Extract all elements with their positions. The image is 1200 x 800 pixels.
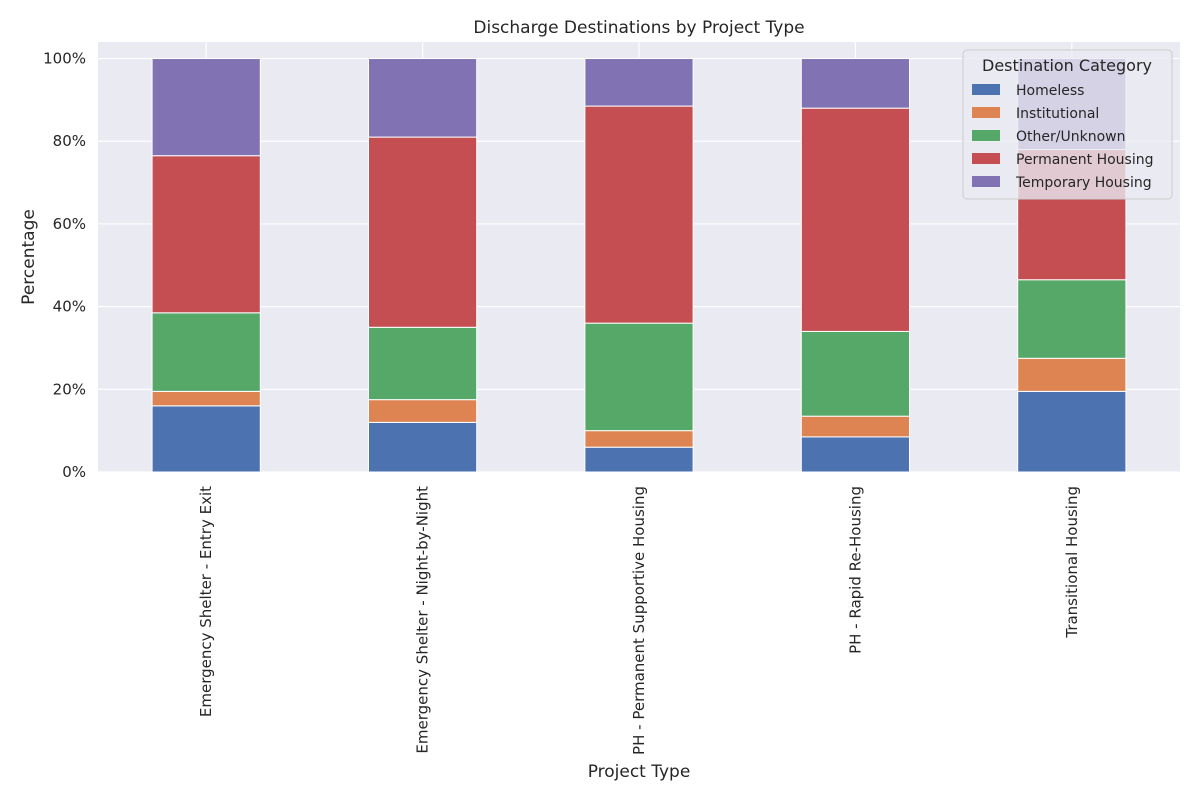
bar-segment <box>1017 357 1127 392</box>
bar-segment <box>800 58 910 109</box>
bar-segment <box>368 421 478 473</box>
y-tick-label: 20% <box>53 380 86 398</box>
x-tick-label: Emergency Shelter - Entry Exit <box>197 486 215 717</box>
y-tick-label: 80% <box>53 132 86 150</box>
bar-segment <box>368 136 478 328</box>
bar-segment <box>151 312 261 392</box>
legend-label: Homeless <box>1016 83 1084 99</box>
bar-segment <box>584 446 694 473</box>
legend-label: Permanent Housing <box>1016 152 1154 168</box>
bar-segment <box>151 405 261 473</box>
legend-swatch <box>972 153 1000 164</box>
legend-label: Temporary Housing <box>1015 175 1152 191</box>
y-axis-title: Percentage <box>19 209 39 305</box>
legend-label: Institutional <box>1016 106 1099 122</box>
bar-segment <box>584 322 694 432</box>
bar-segment <box>1017 390 1127 473</box>
bar-segment <box>151 155 261 314</box>
bar-segment <box>584 105 694 324</box>
x-tick-label: PH - Permanent Supportive Housing <box>630 486 648 755</box>
bar-segment <box>151 58 261 157</box>
legend-swatch <box>972 130 1000 141</box>
bar-segment <box>368 58 478 138</box>
legend-swatch <box>972 84 1000 95</box>
y-tick-label: 100% <box>43 50 86 68</box>
bar-segment <box>800 415 910 438</box>
legend-title: Destination Category <box>982 56 1152 75</box>
x-tick-label: Transitional Housing <box>1063 486 1081 639</box>
legend-items: Homeless Institutional Other/Unknown Perman… <box>972 83 1154 191</box>
bar-segment <box>151 390 261 407</box>
y-tick-label: 40% <box>53 298 86 316</box>
legend-swatch <box>972 176 1000 187</box>
x-axis-ticks: Emergency Shelter - Entry Exit Emergency … <box>197 486 1081 755</box>
legend-label: Other/Unknown <box>1016 129 1125 145</box>
bar-segment <box>800 330 910 417</box>
bar-segment <box>368 326 478 401</box>
bar-segment <box>1017 279 1127 359</box>
bar-segment <box>800 436 910 473</box>
bar-segment <box>368 399 478 423</box>
y-axis-ticks: 0% 20% 40% 60% 80% 100% <box>43 50 86 481</box>
legend: Destination Category Homeless Institution… <box>962 49 1173 200</box>
y-tick-label: 0% <box>62 463 86 481</box>
bar-segment <box>800 107 910 332</box>
x-tick-label: PH - Rapid Re-Housing <box>846 486 864 654</box>
x-tick-label: Emergency Shelter - Night-by-Night <box>414 486 432 754</box>
chart-title: Discharge Destinations by Project Type <box>473 18 804 38</box>
bar-segment <box>584 430 694 448</box>
legend-swatch <box>972 107 1000 118</box>
x-axis-title: Project Type <box>588 762 691 782</box>
y-tick-label: 60% <box>53 215 86 233</box>
bar-segment <box>584 58 694 107</box>
legend-frame <box>962 49 1173 200</box>
bars <box>151 58 1127 473</box>
